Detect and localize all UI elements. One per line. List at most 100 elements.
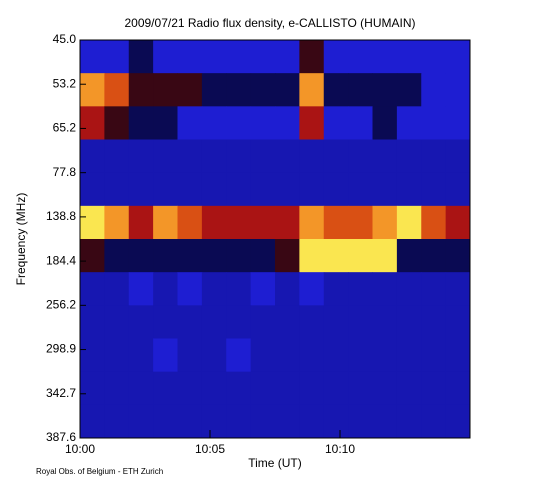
cell	[201, 239, 227, 273]
cell	[421, 40, 447, 74]
y-tick-label: 298.9	[46, 342, 76, 356]
cell	[226, 239, 252, 273]
cell	[421, 205, 447, 240]
cell	[201, 305, 227, 339]
cell	[201, 371, 227, 406]
cell	[226, 371, 252, 406]
cell	[275, 205, 300, 240]
cell	[226, 272, 252, 306]
cell	[250, 40, 276, 74]
cell	[177, 239, 203, 273]
cell	[445, 272, 471, 306]
cell	[104, 73, 130, 107]
y-axis-label: Frequency (MHz)	[14, 193, 28, 286]
cell	[201, 40, 227, 74]
cell	[396, 371, 422, 406]
cell	[153, 205, 178, 240]
cell	[445, 305, 471, 339]
cell	[250, 205, 276, 240]
cell	[372, 338, 398, 373]
cell	[445, 338, 471, 373]
cell	[445, 40, 471, 74]
cell	[80, 404, 105, 439]
cell	[250, 338, 276, 373]
cell	[396, 272, 422, 306]
cell	[396, 205, 422, 240]
cell	[275, 73, 300, 107]
cell	[128, 338, 154, 373]
cell	[396, 73, 422, 107]
y-tick-label: 45.0	[53, 32, 77, 46]
cell	[348, 139, 373, 174]
cell	[372, 205, 398, 240]
cell	[80, 305, 105, 339]
cell	[177, 338, 203, 373]
cell	[80, 106, 105, 140]
cell	[323, 73, 349, 107]
y-tick-label: 387.6	[46, 430, 76, 444]
x-tick-label: 10:00	[65, 442, 95, 456]
cell	[348, 338, 373, 373]
cell	[128, 305, 154, 339]
cell	[226, 106, 252, 140]
cell	[104, 172, 130, 207]
cell	[299, 172, 325, 207]
cell	[153, 139, 178, 174]
cell	[421, 404, 447, 439]
cell	[226, 40, 252, 74]
cell	[153, 272, 178, 306]
cell	[80, 239, 105, 273]
cell	[299, 338, 325, 373]
cell	[445, 205, 471, 240]
cell	[153, 73, 178, 107]
cell	[128, 106, 154, 140]
cell	[396, 239, 422, 273]
cell	[201, 404, 227, 439]
cell	[201, 73, 227, 107]
cell	[396, 338, 422, 373]
cell	[348, 239, 373, 273]
cell	[201, 139, 227, 174]
cell	[104, 404, 130, 439]
y-tick-label: 342.7	[46, 386, 76, 400]
cell	[226, 139, 252, 174]
cell	[201, 272, 227, 306]
cell	[177, 106, 203, 140]
cell	[275, 305, 300, 339]
cell	[372, 371, 398, 406]
cell	[323, 338, 349, 373]
cell	[250, 172, 276, 207]
cell	[372, 73, 398, 107]
cell	[372, 172, 398, 207]
cell	[80, 338, 105, 373]
cell	[396, 106, 422, 140]
cell	[104, 40, 130, 74]
cell	[128, 239, 154, 273]
cell	[372, 272, 398, 306]
cell	[275, 40, 300, 74]
cell	[421, 305, 447, 339]
cell	[153, 305, 178, 339]
cell	[323, 272, 349, 306]
cell	[348, 371, 373, 406]
x-tick-label: 10:05	[195, 442, 225, 456]
cell	[275, 371, 300, 406]
cell	[323, 205, 349, 240]
cell	[104, 205, 130, 240]
cell	[421, 73, 447, 107]
cell	[396, 404, 422, 439]
cell	[177, 40, 203, 74]
cell	[348, 73, 373, 107]
cell	[323, 106, 349, 140]
cell	[201, 172, 227, 207]
cell	[153, 338, 178, 373]
y-tick-label: 65.2	[53, 121, 77, 135]
cell	[80, 40, 105, 74]
cell	[153, 404, 178, 439]
x-tick-label: 10:10	[325, 442, 355, 456]
cell	[348, 106, 373, 140]
cell	[80, 172, 105, 207]
cell	[275, 272, 300, 306]
cell	[323, 404, 349, 439]
